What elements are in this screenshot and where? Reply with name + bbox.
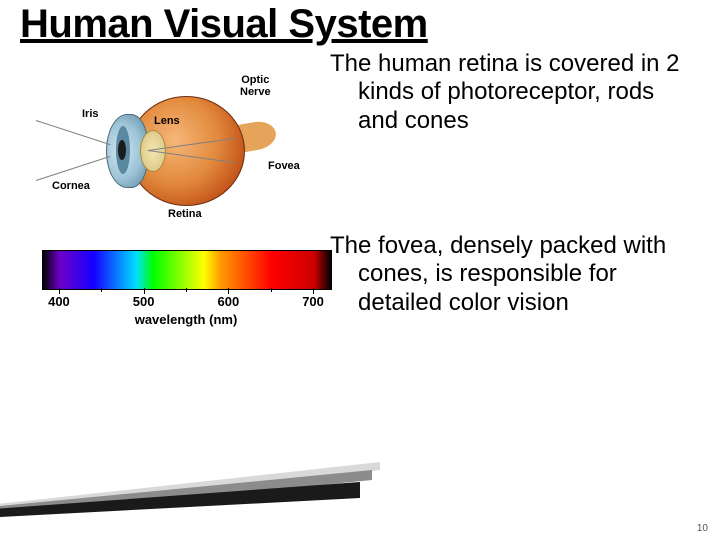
- spectrum-tick-labels: 400 500 600 700: [42, 294, 330, 310]
- slide-title: Human Visual System: [20, 2, 428, 47]
- label-iris: Iris: [82, 108, 99, 120]
- spectrum-tick-label: 600: [217, 294, 239, 309]
- spectrum-bar: [42, 250, 332, 290]
- spectrum-axis-title: wavelength (nm): [42, 312, 330, 327]
- light-ray: [36, 156, 110, 181]
- label-optic-nerve: Optic Nerve: [240, 74, 271, 98]
- spectrum-tick-label: 400: [48, 294, 70, 309]
- label-retina: Retina: [168, 208, 202, 220]
- eye-pupil-shape: [118, 140, 126, 160]
- label-lens: Lens: [154, 115, 180, 127]
- paragraph-1-text: The human retina is covered in 2 kinds o…: [330, 50, 700, 135]
- paragraph-1: The human retina is covered in 2 kinds o…: [330, 50, 700, 135]
- spectrum-chart: 400 500 600 700 wavelength (nm): [42, 250, 330, 338]
- paragraph-2-text: The fovea, densely packed with cones, is…: [330, 232, 700, 317]
- spectrum-tick-label: 500: [133, 294, 155, 309]
- page-number: 10: [697, 523, 708, 534]
- light-ray: [36, 120, 110, 145]
- label-cornea: Cornea: [52, 180, 90, 192]
- eye-diagram: Iris Lens Cornea Retina Optic Nerve Fove…: [38, 68, 328, 228]
- spectrum-tick-label: 700: [302, 294, 324, 309]
- decorative-wedge: [0, 458, 400, 518]
- label-fovea: Fovea: [268, 160, 300, 172]
- paragraph-2: The fovea, densely packed with cones, is…: [330, 232, 700, 317]
